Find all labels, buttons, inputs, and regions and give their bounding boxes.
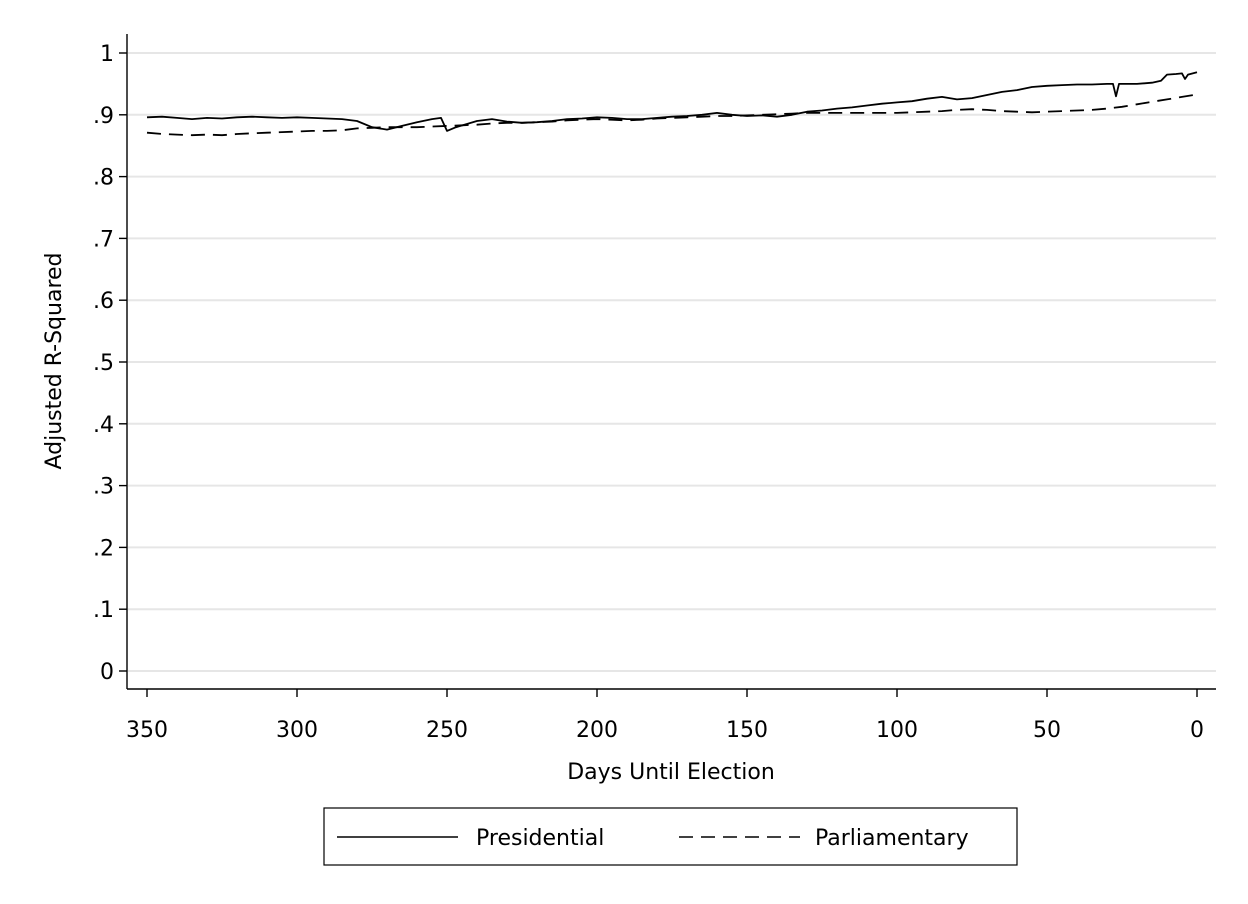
x-axis-title: Days Until Election <box>567 760 775 785</box>
y-tick-label: .8 <box>93 166 114 191</box>
x-tick-label: 150 <box>726 718 768 743</box>
x-tick-label: 100 <box>876 718 918 743</box>
y-tick-label: .9 <box>93 104 114 129</box>
y-tick-label: .2 <box>93 536 114 561</box>
x-tick-label: 200 <box>576 718 618 743</box>
y-tick-label: .4 <box>93 413 114 438</box>
y-tick-label: .3 <box>93 475 114 500</box>
y-tick-label: .1 <box>93 598 114 623</box>
y-tick-label: .7 <box>93 227 114 252</box>
legend-label-presidential: Presidential <box>476 826 604 851</box>
legend: Presidential Parliamentary <box>323 807 1018 866</box>
series-line-presidential <box>146 71 1198 132</box>
legend-label-parliamentary: Parliamentary <box>815 826 969 851</box>
x-tick-label: 50 <box>1033 718 1061 743</box>
y-tick-label: 0 <box>100 660 114 685</box>
x-tick-label: 300 <box>276 718 318 743</box>
y-tick-label: .6 <box>93 289 114 314</box>
series-group <box>146 71 1198 137</box>
x-tick-label: 350 <box>126 718 168 743</box>
y-axis: 0 .1 .2 .3 .4 .5 .6 .7 .8 .9 1 <box>93 34 128 689</box>
x-tick-label: 0 <box>1190 718 1204 743</box>
y-tick-label: .5 <box>93 351 114 376</box>
y-axis-title: Adjusted R-Squared <box>42 252 67 469</box>
x-axis: 350 300 250 200 150 100 50 0 <box>126 688 1216 743</box>
y-tick-label: 1 <box>100 42 114 67</box>
x-tick-label: 250 <box>426 718 468 743</box>
gridlines <box>128 52 1216 672</box>
